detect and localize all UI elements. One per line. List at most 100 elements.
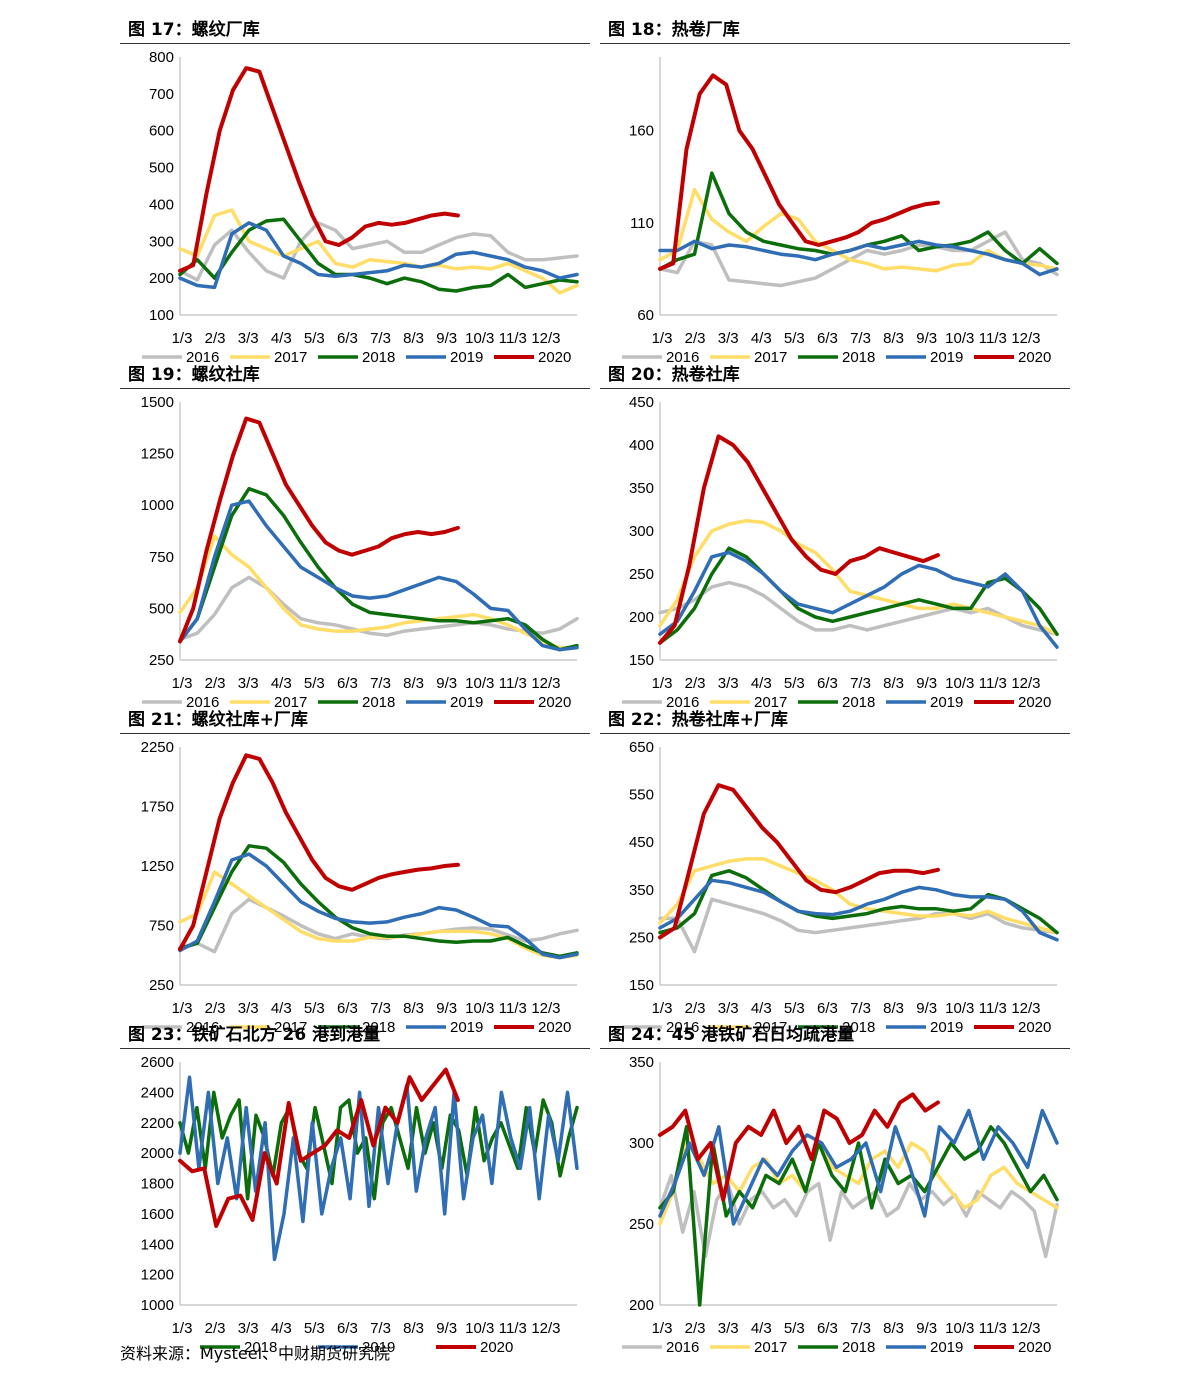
legend-label-2020: 2020	[1018, 349, 1051, 365]
x-tick-label: 5/3	[784, 1000, 805, 1017]
y-tick-label: 250	[149, 652, 174, 669]
x-tick-label: 7/3	[850, 330, 871, 347]
legend-label-2019: 2019	[450, 349, 483, 365]
series-line-2020	[178, 1067, 460, 1228]
y-tick-label: 1600	[141, 1206, 174, 1223]
y-tick-label: 300	[629, 523, 654, 540]
y-tick-label: 350	[629, 480, 654, 497]
x-tick-label: 9/3	[436, 1000, 457, 1017]
chart-title: 图 18：热卷厂库	[600, 17, 1070, 44]
y-tick-label: 600	[149, 123, 174, 140]
x-tick-label: 3/3	[238, 1000, 259, 1017]
y-tick-label: 1250	[141, 858, 174, 875]
x-tick-label: 2/3	[205, 330, 226, 347]
x-tick-label: 6/3	[337, 1000, 358, 1017]
x-tick-label: 3/3	[238, 1320, 259, 1337]
legend-label-2019: 2019	[362, 1339, 395, 1355]
y-tick-label: 450	[629, 834, 654, 851]
x-tick-label: 6/3	[817, 675, 838, 692]
line-chart: 250 500 750 1000 1250 1500 1/3 2/3 3/3 4/3 5/3 6/3 7…	[141, 394, 579, 710]
x-tick-label: 6/3	[337, 1320, 358, 1337]
y-tick-label: 1000	[141, 1297, 174, 1314]
x-tick-label: 9/3	[436, 1320, 457, 1337]
x-tick-label: 3/3	[238, 330, 259, 347]
series-line-2019	[658, 878, 1059, 942]
x-tick-label: 8/3	[403, 330, 424, 347]
series-line-2018	[658, 1125, 1059, 1307]
x-tick-label: 7/3	[370, 1320, 391, 1337]
x-tick-label: 10/3	[465, 1320, 494, 1337]
legend-label-2018: 2018	[362, 349, 395, 365]
series-line-2018	[178, 844, 579, 959]
x-tick-label: 10/3	[945, 1000, 974, 1017]
series-line-2016	[178, 221, 579, 282]
chart-panel-rebar-total-inventory: 图 21：螺纹社库+厂库 250 750 1250 1750 2250 1/3 2/3 3/3…	[120, 707, 590, 1035]
x-tick-label: 11/3	[979, 675, 1007, 692]
line-chart: 1000 1200 1400 1600 1800 2000 2200 2400 2600 1/3 2…	[141, 1054, 579, 1355]
series-line-2019	[178, 499, 579, 652]
x-tick-label: 12/3	[1011, 675, 1040, 692]
x-tick-label: 8/3	[883, 675, 904, 692]
x-tick-label: 4/3	[271, 675, 292, 692]
x-tick-label: 11/3	[499, 1320, 527, 1337]
legend-label-2018: 2018	[362, 1019, 395, 1035]
legend-label-2017: 2017	[274, 1019, 307, 1035]
legend-label-2018: 2018	[244, 1339, 277, 1355]
series-line-2019	[658, 1108, 1059, 1226]
legend-label-2018: 2018	[842, 1339, 875, 1355]
chart-panel-iron-ore-port-outflow: 图 24：45 港铁矿石日均疏港量 200 250 300 350 1/3 2/3 3/3 4…	[600, 1022, 1070, 1355]
x-tick-label: 12/3	[531, 1320, 560, 1337]
x-tick-label: 2/3	[205, 1320, 226, 1337]
x-tick-label: 4/3	[271, 1320, 292, 1337]
y-tick-label: 1500	[141, 394, 174, 411]
y-tick-label: 1250	[141, 446, 174, 463]
y-tick-label: 500	[149, 160, 174, 177]
series-line-2018	[178, 486, 579, 652]
x-tick-label: 8/3	[403, 1320, 424, 1337]
y-tick-label: 2600	[141, 1054, 174, 1071]
series-line-2018	[178, 1090, 579, 1201]
x-tick-label: 8/3	[883, 1000, 904, 1017]
x-tick-label: 8/3	[403, 1000, 424, 1017]
legend-label-2017: 2017	[754, 694, 787, 710]
x-tick-label: 12/3	[1011, 1320, 1040, 1337]
legend-label-2016: 2016	[186, 1019, 219, 1035]
series-line-2019	[178, 852, 579, 960]
x-tick-label: 10/3	[945, 1320, 974, 1337]
x-tick-label: 8/3	[883, 1320, 904, 1337]
x-tick-label: 7/3	[370, 1000, 391, 1017]
x-tick-label: 7/3	[850, 675, 871, 692]
x-tick-label: 10/3	[945, 675, 974, 692]
y-tick-label: 300	[629, 1135, 654, 1152]
y-tick-label: 200	[149, 270, 174, 287]
source-note: 资料来源：Mysteel、中财期货研究院	[120, 1344, 391, 1363]
chart-panel-hot-coil-total-inventory: 图 22：热卷社库+厂库 150 250 350 450 550 650 1/3 2/3 3/3…	[600, 707, 1070, 1035]
x-tick-label: 2/3	[685, 1320, 706, 1337]
series-line-2020	[178, 66, 460, 273]
legend-label-2016: 2016	[666, 1019, 699, 1035]
series-line-2016	[658, 897, 1059, 954]
legend-label-2020: 2020	[538, 349, 571, 365]
legend-label-2019: 2019	[930, 349, 963, 365]
x-tick-label: 5/3	[304, 1000, 325, 1017]
legend-label-2018: 2018	[842, 349, 875, 365]
line-chart: 60 110 160 1/3 2/3 3/3 4/3 5/3 6/3 7/3 8/3 9/3 10/3 1…	[622, 57, 1059, 365]
x-tick-label: 4/3	[751, 675, 772, 692]
x-tick-label: 2/3	[685, 1000, 706, 1017]
x-tick-label: 6/3	[337, 675, 358, 692]
series-line-2017	[178, 870, 579, 960]
legend-label-2017: 2017	[754, 349, 787, 365]
x-tick-label: 9/3	[436, 330, 457, 347]
legend-label-2018: 2018	[842, 1019, 875, 1035]
x-tick-label: 9/3	[916, 1320, 937, 1337]
series-line-2016	[658, 230, 1059, 288]
x-tick-label: 4/3	[751, 1000, 772, 1017]
x-tick-label: 4/3	[751, 330, 772, 347]
series-line-2017	[658, 187, 1059, 273]
x-tick-label: 4/3	[751, 1320, 772, 1337]
chart-title: 图 23：铁矿石北方 26 港到港量	[120, 1022, 590, 1049]
y-tick-label: 650	[629, 739, 654, 756]
x-tick-label: 3/3	[718, 330, 739, 347]
chart-title: 图 20：热卷社库	[600, 362, 1070, 389]
y-tick-label: 550	[629, 787, 654, 804]
